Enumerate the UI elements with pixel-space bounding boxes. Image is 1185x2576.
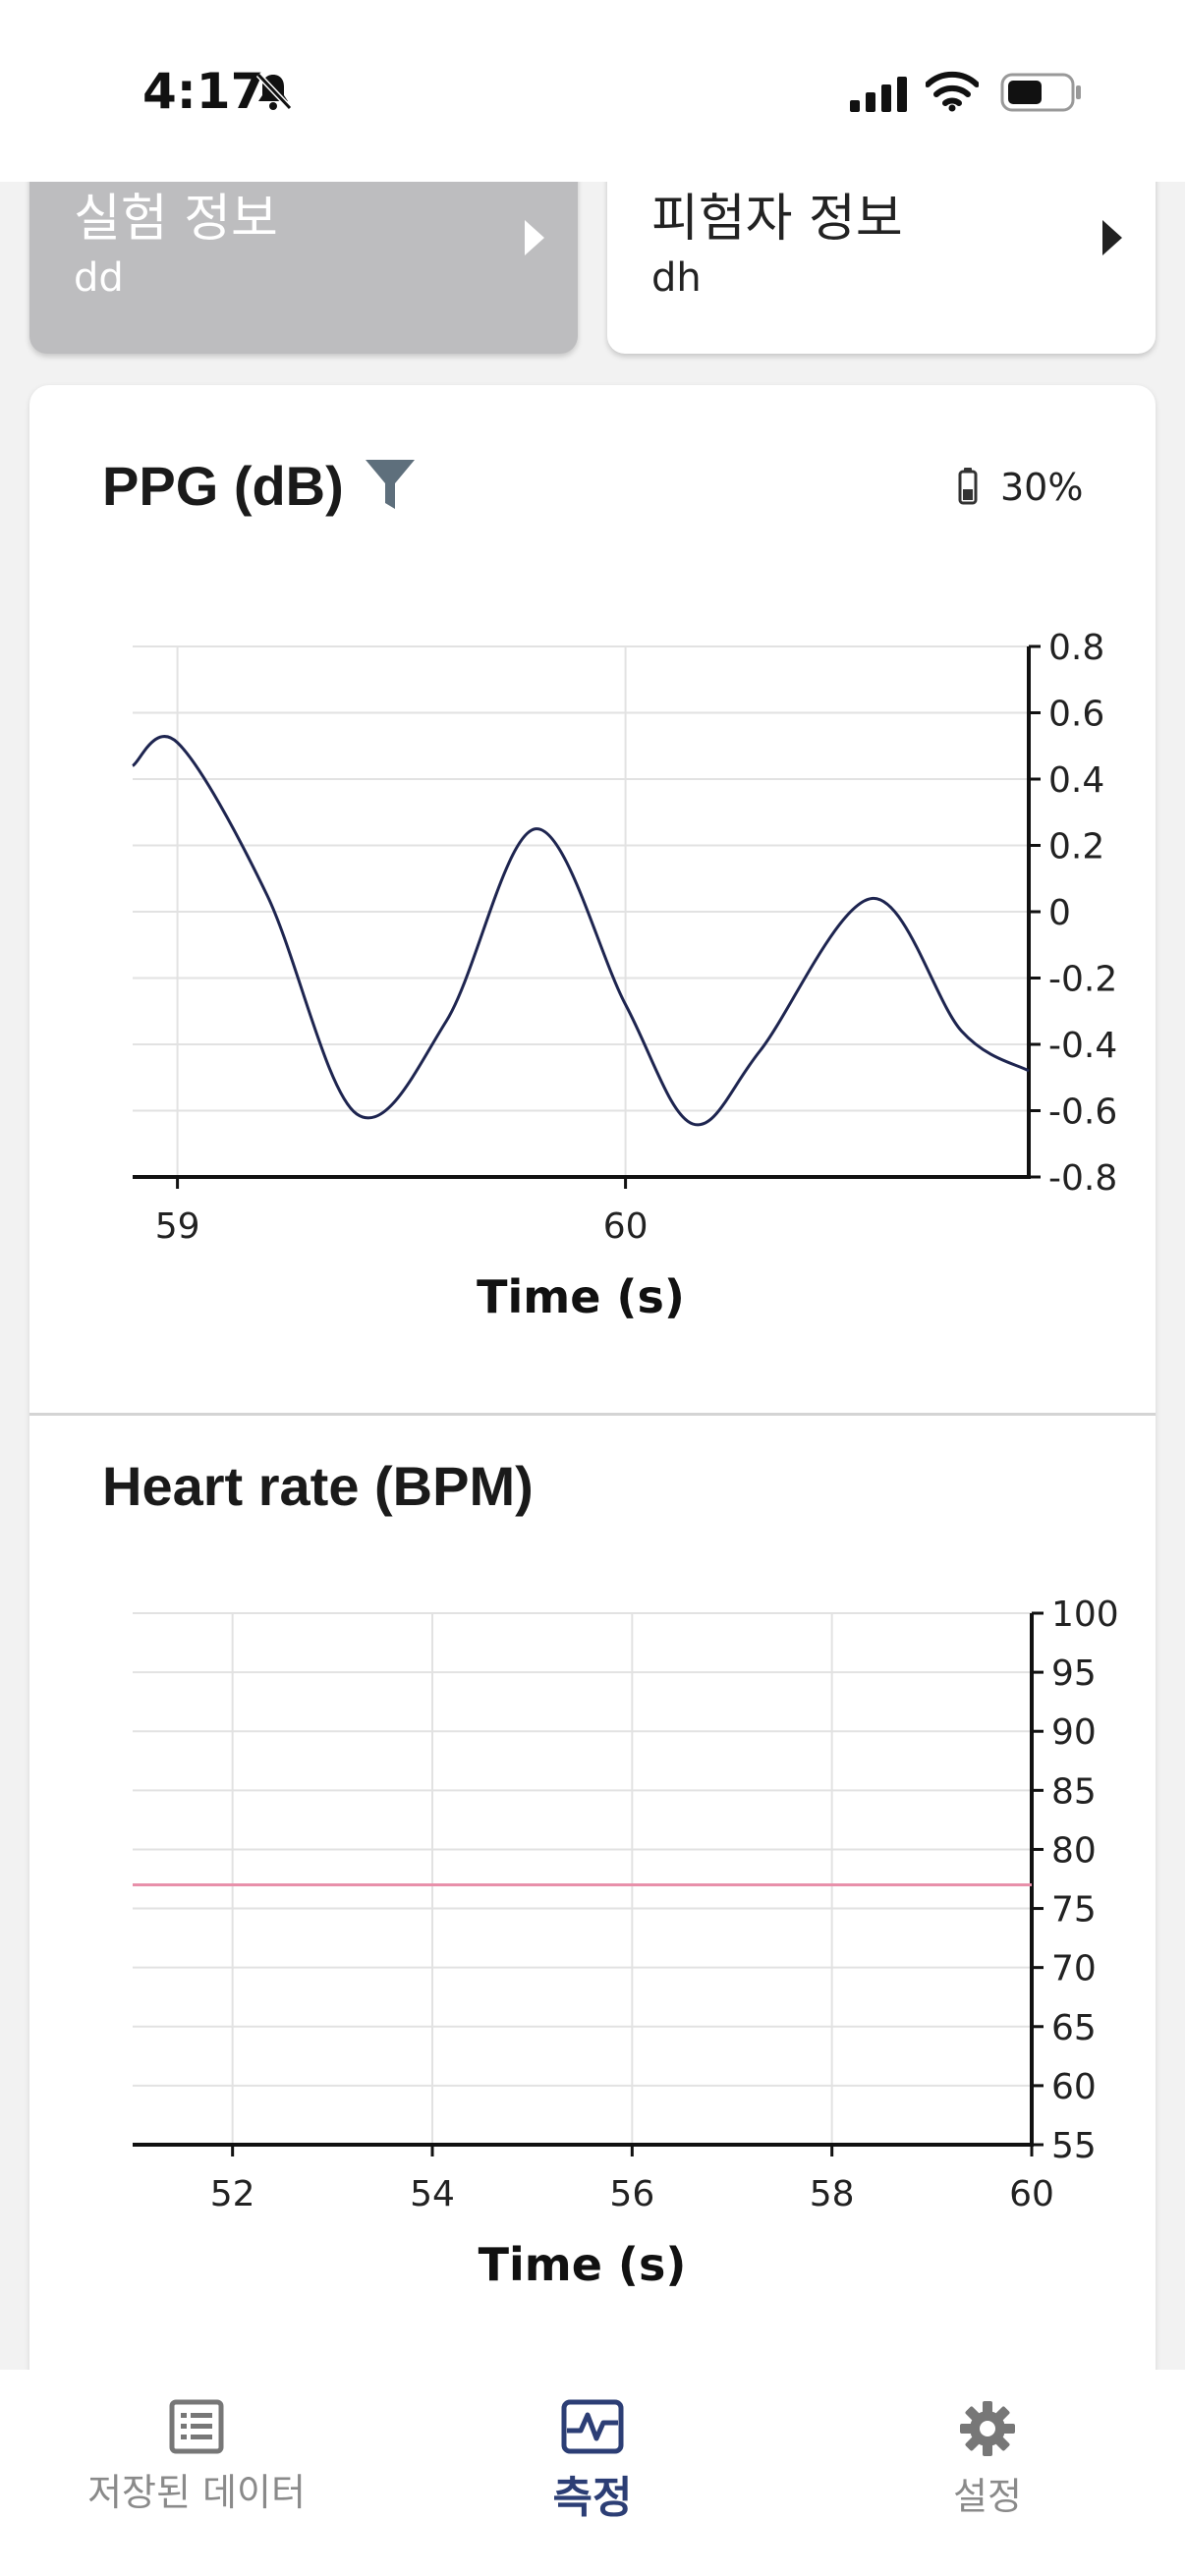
- device-battery-percent: 30%: [1000, 466, 1084, 509]
- ppg-y-tick-label: 0: [1048, 893, 1071, 933]
- bell-muted-icon: [255, 72, 293, 111]
- signal-icon: [850, 77, 907, 112]
- ppg-chart-title: PPG (dB): [102, 455, 344, 517]
- hr-y-tick-label: 95: [1051, 1653, 1097, 1694]
- measurement-panel: [29, 385, 1156, 2389]
- subject-info-card[interactable]: 피험자 정보 dh: [607, 157, 1156, 354]
- subject-info-value: dh: [651, 255, 702, 301]
- experiment-info-value: dd: [74, 255, 124, 301]
- hr-y-tick-label: 60: [1051, 2067, 1097, 2107]
- ppg-series-line: [132, 735, 1030, 1127]
- experiment-info-card[interactable]: 실험 정보 dd: [29, 157, 578, 354]
- status-bar: 4:17: [0, 0, 1185, 182]
- nav-label-saved-data: 저장된 데이터: [87, 2471, 306, 2514]
- ppg-y-tick-label: -0.4: [1048, 1026, 1117, 1066]
- hr-y-tick-label: 70: [1051, 1949, 1097, 1989]
- hr-chart-title: Heart rate (BPM): [102, 1455, 534, 1517]
- section-divider: [29, 1413, 1156, 1416]
- nav-item-settings[interactable]: 설정: [840, 2399, 1135, 2520]
- battery-icon: [1000, 73, 1081, 112]
- hr-y-tick-label: 80: [1051, 1830, 1097, 1871]
- ppg-y-tick-label: -0.8: [1048, 1158, 1117, 1199]
- filter-icon[interactable]: [364, 458, 417, 513]
- hr-x-tick-label: 54: [410, 2174, 455, 2214]
- experiment-info-title: 실험 정보: [74, 190, 278, 249]
- nav-label-settings: 설정: [953, 2475, 1022, 2518]
- ppg-x-axis-label: Time (s): [477, 1270, 685, 1323]
- hr-y-tick-label: 75: [1051, 1890, 1097, 1931]
- ppg-y-tick-label: 0.2: [1048, 827, 1104, 868]
- ppg-x-tick-label: 59: [155, 1206, 200, 1247]
- subject-info-title: 피험자 정보: [651, 190, 903, 249]
- list-icon: [169, 2399, 224, 2454]
- chevron-right-icon: [525, 220, 544, 255]
- hr-x-tick-label: 56: [609, 2174, 654, 2214]
- hr-x-tick-label: 60: [1009, 2174, 1054, 2214]
- hr-x-tick-label: 52: [210, 2174, 255, 2214]
- ppg-y-tick-label: 0.6: [1048, 695, 1104, 735]
- hr-y-tick-label: 100: [1051, 1595, 1119, 1635]
- hr-y-tick-label: 55: [1051, 2126, 1097, 2166]
- hr-y-tick-label: 65: [1051, 2008, 1097, 2048]
- wifi-icon: [926, 71, 979, 112]
- hr-x-axis-label: Time (s): [479, 2238, 687, 2291]
- nav-label-measure: 측정: [552, 2473, 633, 2523]
- device-battery-icon: [958, 468, 978, 505]
- nav-item-measure[interactable]: 측정: [445, 2399, 740, 2525]
- bottom-nav: 저장된 데이터 측정 설정: [0, 2370, 1185, 2576]
- hr-x-tick-label: 58: [810, 2174, 855, 2214]
- ppg-y-tick-label: 0.8: [1048, 628, 1104, 668]
- ppg-y-tick-label: -0.6: [1048, 1092, 1117, 1133]
- pulse-icon: [561, 2399, 624, 2454]
- hr-y-tick-label: 85: [1051, 1771, 1097, 1812]
- status-time: 4:17: [142, 63, 265, 120]
- ppg-y-tick-label: 0.4: [1048, 760, 1104, 801]
- hr-y-tick-label: 90: [1051, 1712, 1097, 1753]
- chevron-right-icon: [1102, 220, 1122, 255]
- nav-item-saved-data[interactable]: 저장된 데이터: [49, 2399, 344, 2516]
- ppg-y-tick-label: -0.2: [1048, 960, 1117, 1000]
- ppg-x-tick-label: 60: [603, 1206, 649, 1247]
- gear-icon: [960, 2401, 1015, 2456]
